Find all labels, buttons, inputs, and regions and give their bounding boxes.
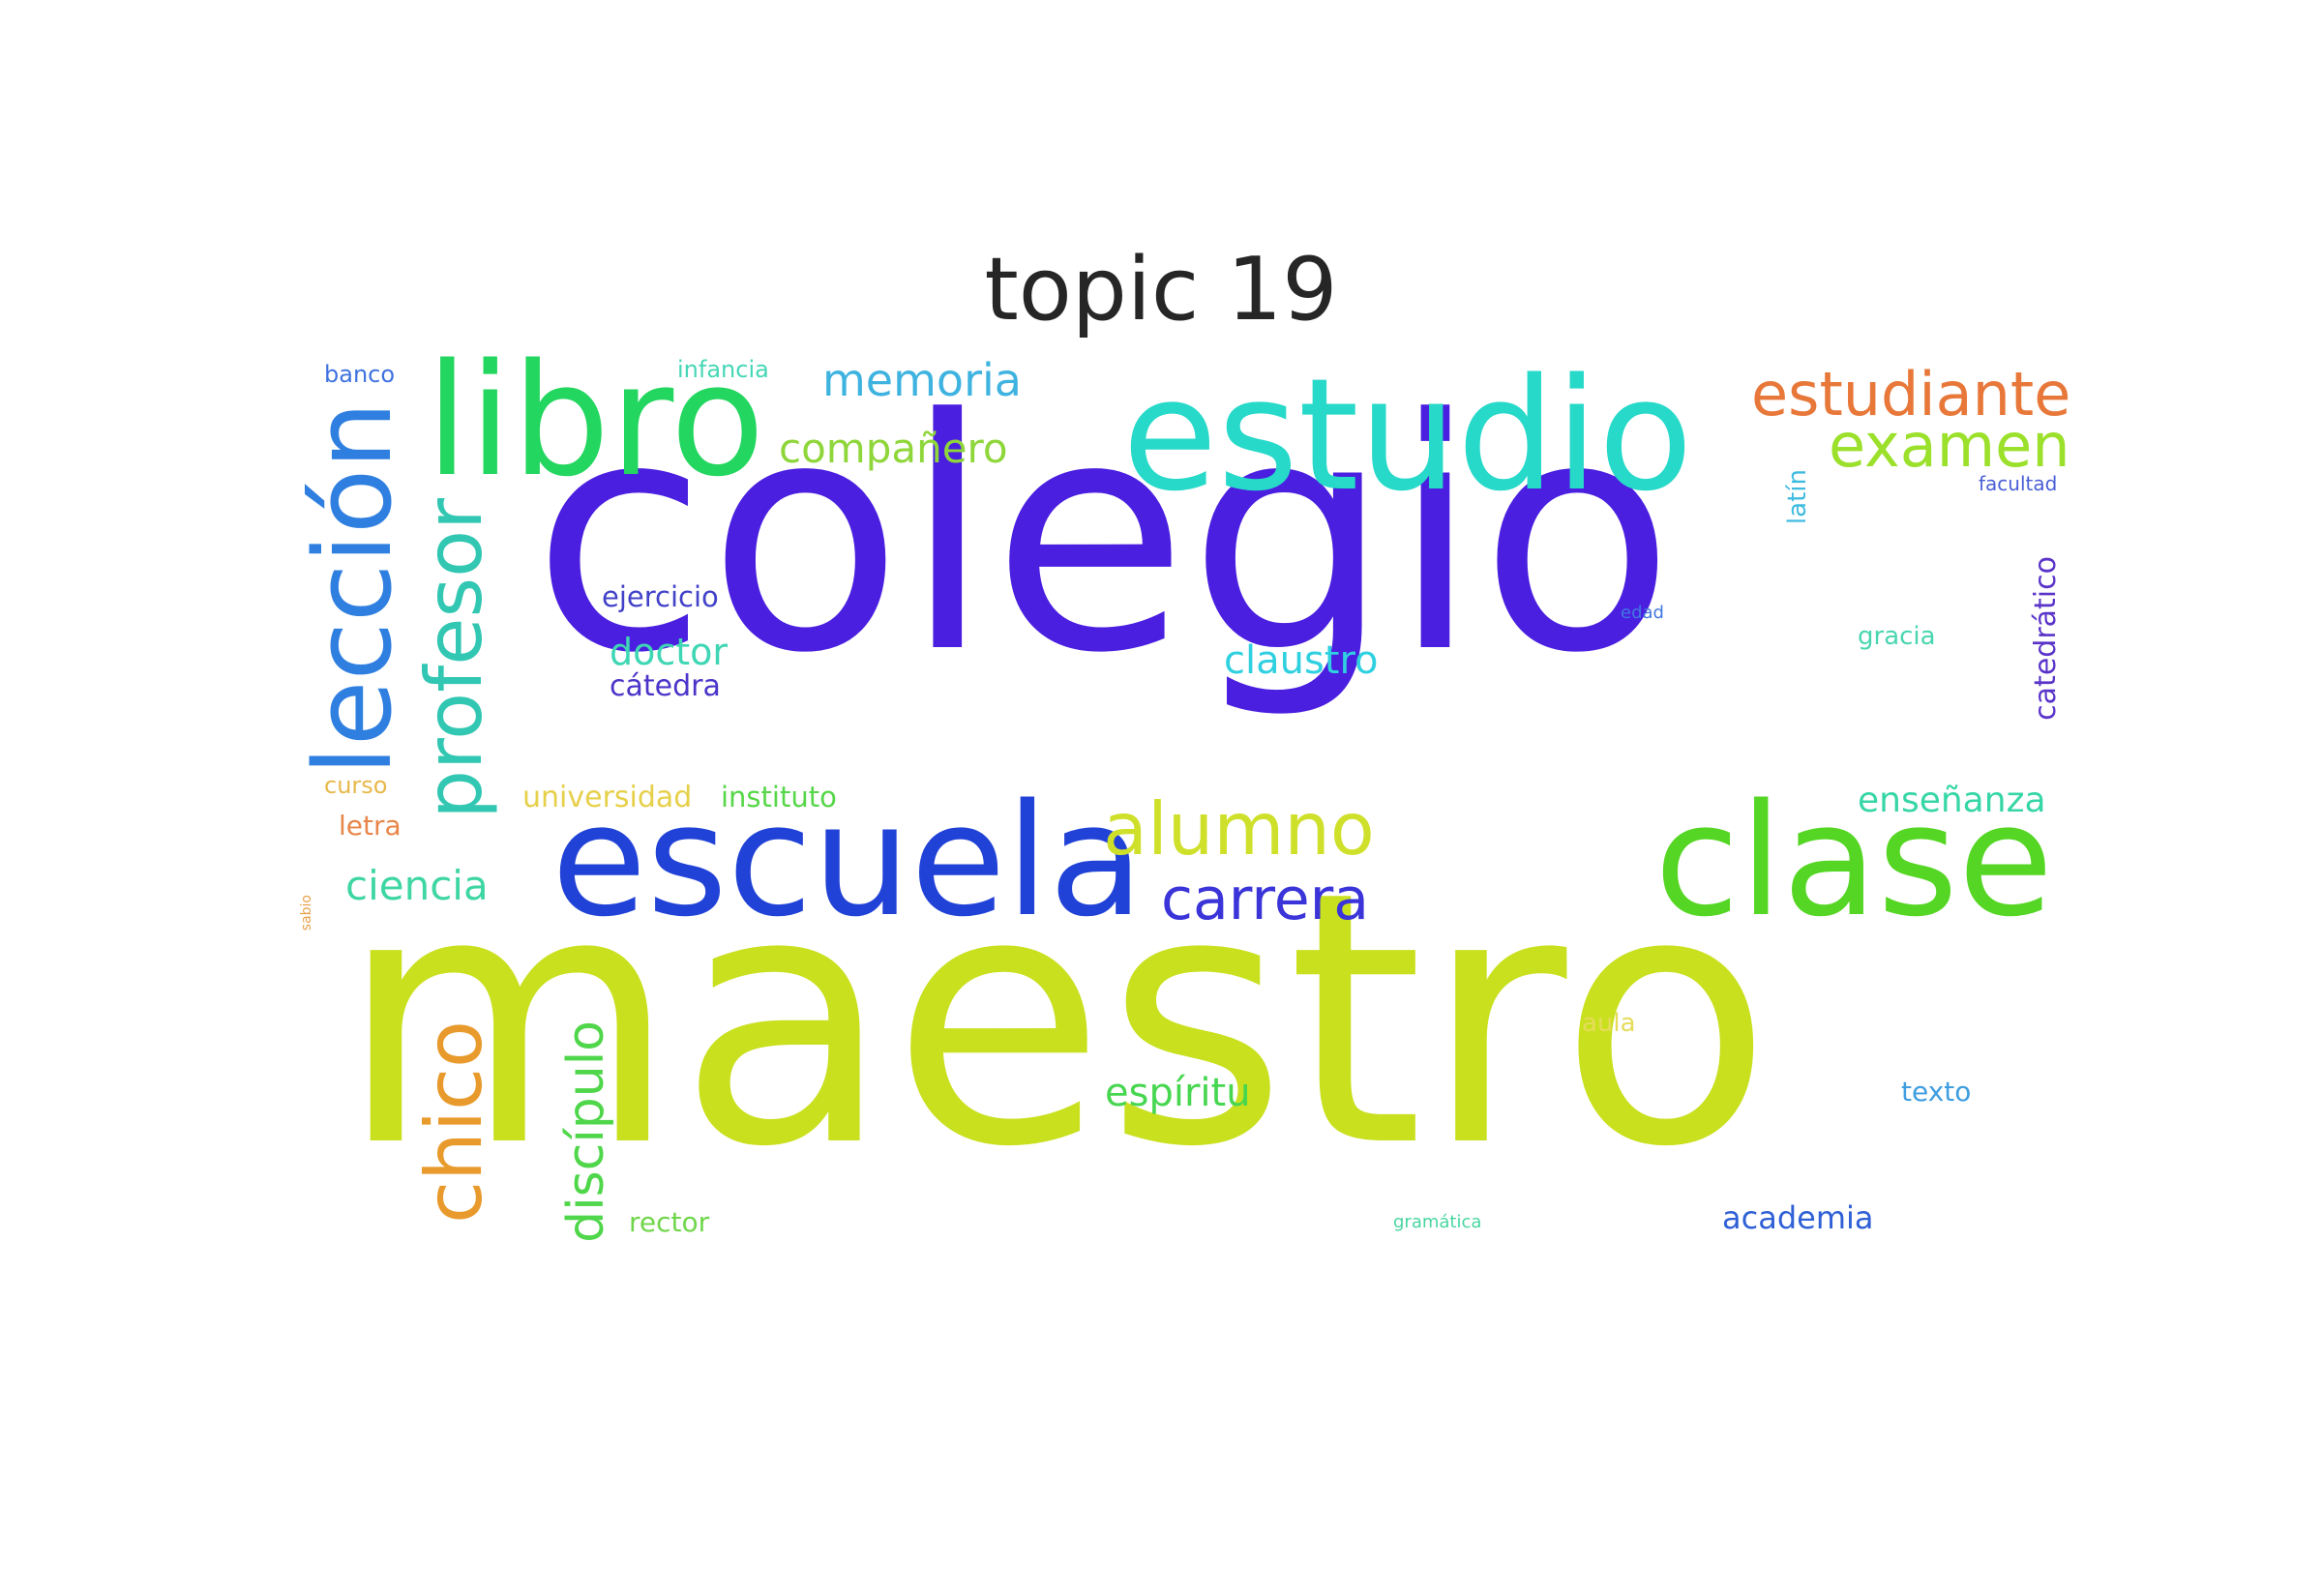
word-1: maestro (339, 817, 1772, 1223)
word-37: facultad (1979, 472, 2058, 495)
word-5: libro (426, 330, 765, 511)
word-32: infancia (677, 356, 769, 383)
word-28: texto (1901, 1076, 1972, 1108)
word-35: letra (339, 810, 402, 842)
word-34: curso (324, 772, 388, 799)
word-20: ciencia (345, 862, 489, 909)
word-25: ejercicio (602, 580, 719, 613)
word-38: edad (1621, 603, 1664, 623)
word-19: espíritu (1105, 1071, 1251, 1115)
word-17: enseñanza (1858, 781, 2046, 820)
word-11: estudiante (1751, 359, 2071, 429)
word-9: chico (409, 1020, 499, 1224)
word-29: latín (1783, 469, 1812, 525)
word-26: instituto (721, 781, 837, 813)
word-14: discípulo (557, 1020, 615, 1243)
word-24: academia (1722, 1199, 1874, 1236)
word-30: gracia (1858, 622, 1936, 651)
word-31: aula (1582, 1009, 1636, 1038)
word-6: clase (1654, 770, 2054, 951)
chart-title: topic 19 (984, 239, 1338, 340)
word-12: examen (1829, 410, 2070, 481)
word-27: universidad (522, 781, 693, 814)
word-15: memoria (822, 354, 1022, 406)
word-8: profesor (409, 498, 499, 819)
word-4: estudio (1122, 344, 1693, 525)
word-3: escuela (551, 770, 1145, 951)
word-2: colegio (532, 351, 1676, 723)
word-33: banco (324, 361, 396, 388)
word-7: lección (291, 401, 415, 776)
word-16: compañero (779, 425, 1008, 472)
word-18: claustro (1224, 638, 1379, 683)
word-39: gramática (1393, 1212, 1482, 1232)
word-40: sabio (299, 895, 314, 931)
word-21: doctor (610, 631, 729, 673)
word-13: carrera (1161, 866, 1370, 933)
word-23: catedrático (2029, 556, 2063, 721)
word-10: alumno (1103, 786, 1375, 872)
word-cloud: maestro colegio escuela estudio libro clase le… (291, 330, 2080, 1243)
word-36: rector (629, 1206, 710, 1238)
word-22: cátedra (610, 669, 721, 703)
